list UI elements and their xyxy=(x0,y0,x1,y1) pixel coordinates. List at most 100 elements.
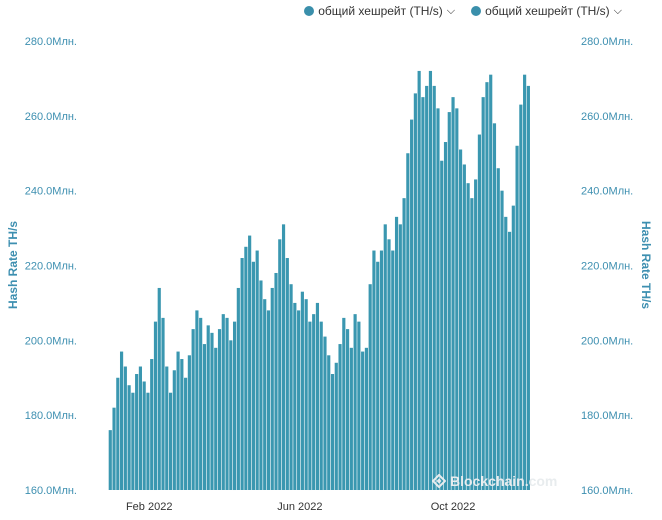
bar xyxy=(485,82,489,490)
bar xyxy=(428,70,433,491)
bar xyxy=(402,198,406,490)
bar xyxy=(214,347,218,490)
bar xyxy=(361,351,365,490)
bar xyxy=(281,224,286,490)
bar xyxy=(206,325,210,490)
bar xyxy=(236,287,240,490)
bar xyxy=(199,317,203,490)
bar xyxy=(410,119,414,490)
bar xyxy=(519,104,523,491)
legend: общий хешрейт (TH/s) ⌵ общий хешрейт (TH… xyxy=(304,4,622,18)
bar xyxy=(462,164,466,491)
bar xyxy=(315,302,320,490)
bar xyxy=(157,287,161,490)
bar xyxy=(263,299,267,490)
bar xyxy=(500,190,504,491)
bar xyxy=(229,340,233,490)
legend-item[interactable]: общий хешрейт (TH/s) ⌵ xyxy=(471,4,622,18)
bar xyxy=(489,74,493,491)
bar-series xyxy=(108,70,530,491)
chevron-down-icon[interactable]: ⌵ xyxy=(613,4,622,17)
bar xyxy=(153,321,158,491)
y-tick-label-right: 260.0Млн. xyxy=(581,111,633,123)
bar xyxy=(451,97,455,491)
bar xyxy=(364,347,368,490)
bar xyxy=(466,183,470,490)
bar xyxy=(319,321,323,491)
bar xyxy=(440,160,444,491)
y-tick-label-right: 200.0Млн. xyxy=(581,335,633,347)
bar xyxy=(293,302,297,490)
chevron-down-icon[interactable]: ⌵ xyxy=(446,4,456,17)
bar xyxy=(270,287,274,490)
bar xyxy=(455,108,459,490)
bar xyxy=(394,216,399,491)
bar xyxy=(165,366,169,490)
bar xyxy=(376,261,380,490)
bar xyxy=(413,93,417,490)
legend-item[interactable]: общий хешрейт (TH/s) ⌵ xyxy=(304,4,455,18)
watermark-text: Blockchain.com xyxy=(450,473,558,489)
bar xyxy=(470,198,474,490)
legend-label: общий хешрейт (TH/s) xyxy=(485,4,610,18)
bar xyxy=(210,332,214,490)
bar xyxy=(255,250,259,490)
bar xyxy=(123,366,127,490)
bar xyxy=(138,366,142,490)
bar xyxy=(349,347,353,490)
series-marker-dot-icon xyxy=(304,6,315,16)
y-tick-label-right: 220.0Млн. xyxy=(581,261,633,273)
bar xyxy=(187,355,191,490)
bar xyxy=(477,134,481,491)
bar xyxy=(511,205,515,490)
x-tick-label: Feb 2022 xyxy=(126,501,172,513)
bar xyxy=(515,145,519,490)
blockchain-logo-icon xyxy=(432,474,446,488)
bar xyxy=(112,407,116,490)
bar xyxy=(135,374,139,490)
series-marker-dot-icon xyxy=(471,6,482,16)
bar xyxy=(119,351,124,490)
bar xyxy=(108,430,112,490)
bar xyxy=(240,258,244,490)
y-tick-label-right: 280.0Млн. xyxy=(581,36,633,48)
y-tick-label-right: 160.0Млн. xyxy=(581,485,633,497)
y-axis-title-right: Hash Rate TH/s xyxy=(639,220,653,310)
bar xyxy=(372,250,376,490)
bar xyxy=(131,392,135,490)
bar xyxy=(176,351,180,490)
x-tick-label: Oct 2022 xyxy=(431,501,476,513)
y-axis-title-left: Hash Rate TH/s xyxy=(6,220,20,310)
bar xyxy=(391,250,395,490)
bar xyxy=(474,179,478,490)
bar xyxy=(184,377,188,490)
bar xyxy=(251,261,255,490)
bar xyxy=(383,224,387,490)
bar xyxy=(232,321,237,491)
bar xyxy=(327,355,331,490)
bar xyxy=(425,85,429,491)
bar xyxy=(458,149,463,490)
bar xyxy=(353,314,357,490)
bar xyxy=(225,317,229,490)
bar xyxy=(492,123,497,490)
bar xyxy=(323,336,327,490)
bar xyxy=(312,314,316,490)
bar xyxy=(221,314,225,490)
bar xyxy=(406,153,410,490)
bar xyxy=(168,392,173,490)
bar xyxy=(379,250,384,490)
bar xyxy=(161,317,165,490)
bar xyxy=(150,359,154,490)
bar xyxy=(421,97,425,491)
watermark: Blockchain.com xyxy=(432,473,557,489)
bar xyxy=(387,239,391,490)
x-tick-label: Jun 2022 xyxy=(277,501,322,513)
x-axis-ticks: Feb 2022 Jun 2022 Oct 2022 xyxy=(126,501,475,513)
bar xyxy=(300,291,304,490)
bar xyxy=(417,70,421,491)
bar xyxy=(330,374,335,490)
bar xyxy=(172,370,176,490)
